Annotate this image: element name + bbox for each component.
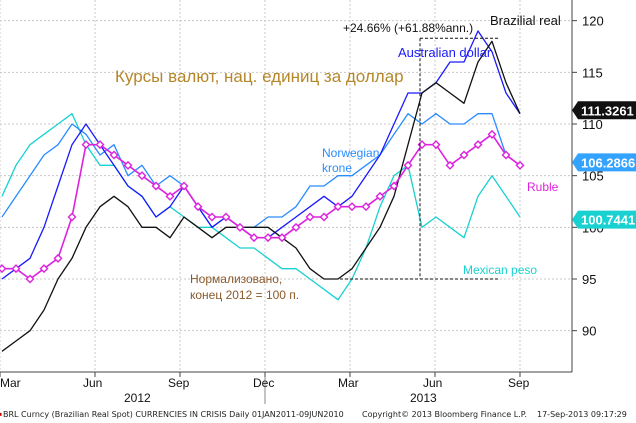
series-label: Australian dollar xyxy=(398,45,492,60)
annotation: +24.66% (+61.88%ann.) xyxy=(340,21,500,280)
x-tick-label: Mar xyxy=(0,376,21,390)
ruble-marker xyxy=(375,191,385,201)
footer: ▪ BRL Curncy (Brazilian Real Spot) CURRE… xyxy=(0,406,636,423)
ruble-marker xyxy=(11,264,21,274)
series-labels: Brazilial real Australian dollar Norwegian… xyxy=(322,13,561,277)
ruble-marker xyxy=(249,233,259,243)
x-tick-label: Dec xyxy=(253,376,274,390)
year-label: 2012 xyxy=(124,391,151,405)
ruble-marker xyxy=(473,140,483,150)
x-tick-label: Jun xyxy=(423,376,442,390)
ruble-marker xyxy=(291,222,301,232)
series-line xyxy=(1,113,521,301)
ruble-marker xyxy=(109,150,119,160)
series-label: Mexican peso xyxy=(463,263,537,277)
ruble-marker xyxy=(319,212,329,222)
ruble-marker xyxy=(445,160,455,170)
ruble-marker xyxy=(333,202,343,212)
ruble-marker xyxy=(263,233,273,243)
ruble-marker xyxy=(179,181,189,191)
ruble-marker xyxy=(39,264,49,274)
footer-flag: ▪ xyxy=(0,407,3,421)
ruble-marker xyxy=(151,181,161,191)
ruble-marker xyxy=(137,171,147,181)
last-value-label: 100.7441 xyxy=(581,213,635,228)
last-value-label: 106.2866 xyxy=(581,155,635,170)
ruble-marker xyxy=(235,222,245,232)
ruble-marker xyxy=(403,160,413,170)
series-line xyxy=(1,40,521,352)
last-value-box xyxy=(572,210,636,229)
y-tick-label: 95 xyxy=(582,272,596,287)
normalization-note-line2: конец 2012 = 100 п. xyxy=(190,288,299,302)
footer-timestamp: 17-Sep-2013 09:17:29 xyxy=(537,410,627,419)
x-tick-label: Sep xyxy=(168,376,190,390)
x-tick-label: Mar xyxy=(338,376,359,390)
ruble-marker xyxy=(487,129,497,139)
y-tick-label: 105 xyxy=(582,169,604,184)
normalization-note-line1: Нормализовано, xyxy=(190,272,282,286)
ruble-marker xyxy=(361,202,371,212)
annotation-text: +24.66% (+61.88%ann.) xyxy=(343,21,473,35)
ruble-marker xyxy=(277,233,287,243)
ruble-marker xyxy=(193,202,203,212)
ruble-marker xyxy=(305,212,315,222)
y-tick-label: 115 xyxy=(582,65,603,80)
year-label: 2013 xyxy=(410,391,437,405)
last-value-labels: 111.3261 106.2866 100.7441 xyxy=(572,101,636,229)
ruble-marker xyxy=(459,150,469,160)
last-value-box xyxy=(572,153,636,172)
footer-ticker: BRL Curncy (Brazilian Real Spot) CURRENC… xyxy=(3,410,344,419)
y-tick-label: 90 xyxy=(582,324,596,339)
ruble-marker xyxy=(53,253,63,263)
y-tick-label: 110 xyxy=(582,117,603,132)
ruble-marker xyxy=(165,191,175,201)
ruble-marker xyxy=(81,140,91,150)
footer-copyright: Copyright© 2013 Bloomberg Finance L.P. xyxy=(362,410,527,419)
series-label: Brazilial real xyxy=(490,13,561,28)
ruble-marker xyxy=(67,212,77,222)
series-line xyxy=(1,113,521,228)
grid-lines xyxy=(0,0,572,404)
ruble-marker xyxy=(95,140,105,150)
x-tick-label: Sep xyxy=(508,376,530,390)
last-value-box xyxy=(572,101,636,120)
series-label: Ruble xyxy=(527,180,559,194)
ruble-marker xyxy=(25,274,35,284)
ruble-marker xyxy=(207,212,217,222)
ruble-markers xyxy=(0,129,525,284)
x-axis-ticks: Mar Jun Sep Dec Mar Jun Sep 2012 2013 xyxy=(0,372,530,405)
series-label: krone xyxy=(322,161,352,175)
ruble-marker xyxy=(347,202,357,212)
series-label: Norwegian xyxy=(322,146,379,160)
ruble-marker xyxy=(431,140,441,150)
ruble-marker xyxy=(515,160,525,170)
ruble-marker xyxy=(389,181,399,191)
y-tick-label: 120 xyxy=(582,14,604,29)
ruble-marker xyxy=(221,212,231,222)
y-axis-ticks: 9095100105110115120 xyxy=(572,14,604,339)
ruble-marker xyxy=(0,264,7,274)
x-tick-label: Jun xyxy=(83,376,102,390)
ruble-marker xyxy=(501,150,511,160)
chart-title: Курсы валют, нац. единиц за доллар xyxy=(115,67,404,86)
ruble-marker xyxy=(123,160,133,170)
last-value-label: 111.3261 xyxy=(581,103,634,118)
